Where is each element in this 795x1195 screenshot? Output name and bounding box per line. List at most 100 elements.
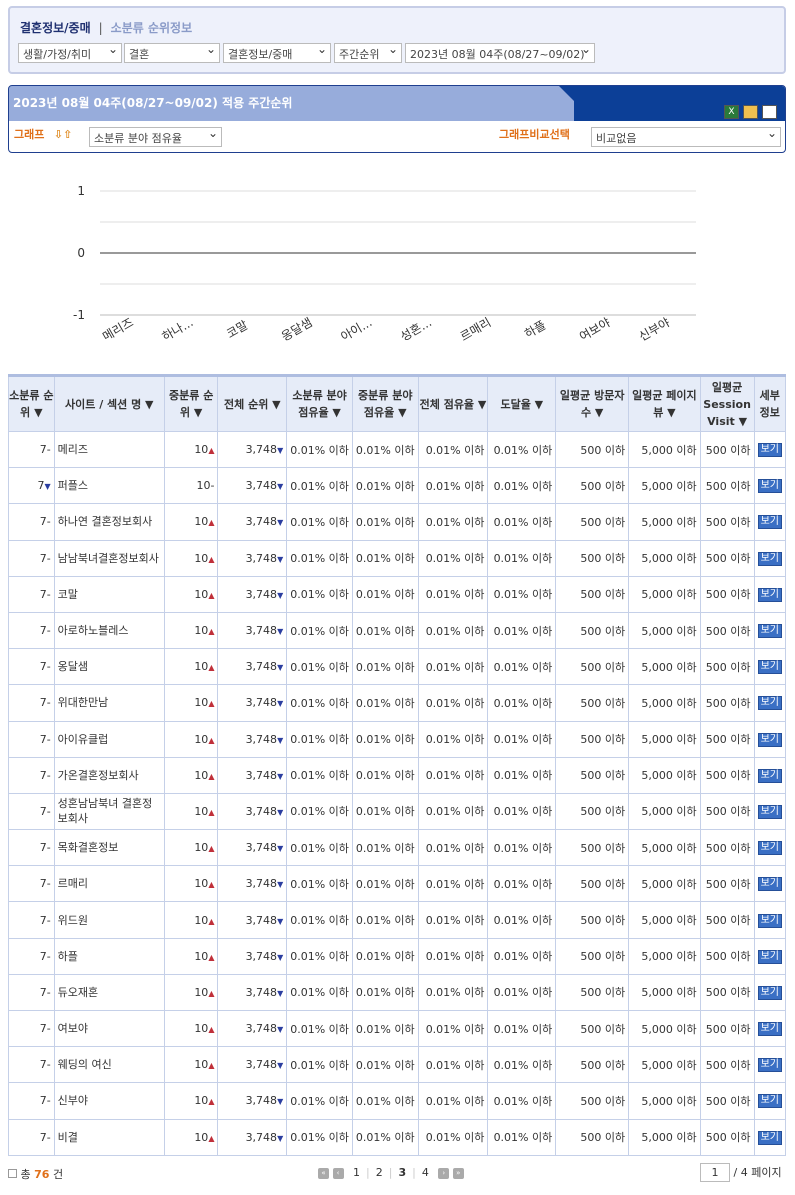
view-detail-button[interactable]: 보기	[757, 551, 782, 566]
sub-rank: 7-	[8, 1082, 55, 1120]
view-detail-button[interactable]: 보기	[757, 732, 782, 747]
column-header[interactable]: 일평균 페이지 뷰 ▼	[628, 375, 701, 432]
column-header[interactable]: 전체 점유율 ▼	[417, 375, 489, 432]
view-detail-button[interactable]: 보기	[757, 1094, 782, 1109]
view-detail-button[interactable]: 보기	[757, 624, 782, 639]
column-header[interactable]: 사이트 / 섹션 명 ▼	[53, 375, 165, 432]
site-name[interactable]: 목화결혼정보	[53, 829, 165, 867]
site-name[interactable]: 하플	[53, 937, 165, 975]
page-input[interactable]: 1	[700, 1163, 730, 1182]
site-name[interactable]: 비결	[53, 1118, 165, 1156]
site-name[interactable]: 코말	[53, 575, 165, 613]
view-detail-button[interactable]: 보기	[757, 841, 782, 856]
view-detail-button[interactable]: 보기	[757, 913, 782, 928]
view-detail-button[interactable]: 보기	[757, 1022, 782, 1037]
site-name[interactable]: 옹달샘	[53, 648, 165, 686]
sub-rank: 7-	[8, 720, 55, 758]
visitors: 500 이하	[555, 720, 630, 758]
line-chart: 1 0 -1 메리즈 하나... 코말 옹달샘 아이... 성혼... 르매리 하플 여보야 신부야	[73, 184, 696, 344]
mid-rank: 10▲	[163, 648, 219, 686]
column-header[interactable]: 소분류 순위 ▼	[8, 375, 55, 432]
total-share: 0.01% 이하	[417, 865, 489, 903]
subcategory-select[interactable]: 결혼	[124, 43, 220, 63]
copy-icon[interactable]	[743, 105, 758, 119]
site-name[interactable]: 아이유클럽	[53, 720, 165, 758]
page-link[interactable]: 2	[375, 1166, 383, 1179]
first-page-icon[interactable]: «	[318, 1167, 329, 1179]
print-icon[interactable]	[762, 105, 777, 119]
view-detail-button[interactable]: 보기	[757, 768, 782, 783]
site-name[interactable]: 메리즈	[53, 430, 165, 469]
sort-arrows-icon[interactable]: ⇩⇧	[53, 128, 73, 141]
total-rank: 3,748▼	[217, 973, 288, 1012]
reach: 0.01% 이하	[487, 865, 557, 903]
sessions: 500 이하	[699, 503, 755, 541]
column-header[interactable]: 전체 순위 ▼	[217, 375, 288, 432]
view-detail-button[interactable]: 보기	[757, 877, 782, 892]
next-page-icon[interactable]: ›	[438, 1167, 450, 1179]
pageviews: 5,000 이하	[628, 792, 701, 831]
view-detail-button[interactable]: 보기	[757, 587, 782, 602]
column-header[interactable]: 일평균 Session Visit ▼	[699, 375, 755, 432]
view-detail-button[interactable]: 보기	[757, 949, 782, 964]
page-link[interactable]: 3	[398, 1166, 407, 1179]
site-name[interactable]: 웨딩의 여신	[53, 1046, 165, 1084]
view-detail-button[interactable]: 보기	[757, 696, 782, 711]
category-select[interactable]: 생활/가정/취미	[18, 43, 122, 63]
view-detail-button[interactable]: 보기	[757, 804, 782, 819]
total-share: 0.01% 이하	[417, 1046, 489, 1084]
view-detail-button[interactable]: 보기	[757, 1130, 782, 1145]
site-name[interactable]: 여보야	[53, 1009, 165, 1048]
table-row: 7- 신부야 10▲ 3,748▼ 0.01% 이하 0.01% 이하 0.01…	[8, 1082, 787, 1120]
total-share: 0.01% 이하	[417, 792, 489, 831]
column-header[interactable]: 일평균 방문자 수 ▼	[555, 375, 630, 432]
visitors: 500 이하	[555, 503, 630, 541]
compare-select[interactable]: 비교없음	[591, 127, 781, 147]
view-detail-button[interactable]: 보기	[757, 515, 782, 530]
site-name[interactable]: 위대한만남	[53, 684, 165, 722]
pageviews: 5,000 이하	[628, 539, 701, 577]
view-detail-button[interactable]: 보기	[757, 660, 782, 675]
last-page-icon[interactable]: »	[452, 1167, 464, 1179]
column-header[interactable]: 소분류 분야 점유율 ▼	[286, 375, 353, 432]
site-name[interactable]: 아로하노블레스	[53, 611, 165, 650]
total-share: 0.01% 이하	[417, 611, 489, 650]
view-detail-button[interactable]: 보기	[757, 443, 782, 458]
total-rank: 3,748▼	[217, 756, 288, 794]
pageviews: 5,000 이하	[628, 648, 701, 686]
breadcrumb-main[interactable]: 결혼정보/중매	[20, 21, 91, 35]
prev-page-icon[interactable]: ‹	[332, 1167, 344, 1179]
mid-share: 0.01% 이하	[351, 1046, 419, 1084]
site-name[interactable]: 신부야	[53, 1082, 165, 1120]
section-select[interactable]: 결혼정보/중매	[223, 43, 331, 63]
column-header[interactable]: 도달율 ▼	[487, 375, 557, 432]
visitors: 500 이하	[555, 539, 630, 577]
site-name[interactable]: 성혼남남북녀 결혼정보회사	[53, 792, 165, 831]
page-link[interactable]: 4	[421, 1166, 429, 1179]
page-link[interactable]: 1	[353, 1166, 360, 1179]
excel-icon[interactable]: X	[724, 105, 739, 119]
site-name[interactable]: 가온결혼정보회사	[53, 756, 165, 794]
view-detail-button[interactable]: 보기	[757, 1058, 782, 1073]
column-header[interactable]: 중분류 분야 점유율 ▼	[351, 375, 419, 432]
site-name[interactable]: 하나연 결혼정보회사	[53, 503, 165, 541]
sub-rank: 7-	[8, 973, 55, 1012]
mid-rank: 10▲	[163, 937, 219, 975]
site-name[interactable]: 퍼플스	[53, 467, 165, 505]
column-header[interactable]: 중분류 순위 ▼	[163, 375, 219, 432]
graph-select[interactable]: 소분류 분야 점유율	[89, 127, 222, 147]
mid-rank: 10▲	[163, 684, 219, 722]
total-share: 0.01% 이하	[417, 648, 489, 686]
table-row: 7▼ 퍼플스 10- 3,748▼ 0.01% 이하 0.01% 이하 0.01…	[8, 467, 787, 505]
mid-rank: 10▲	[163, 901, 219, 939]
site-name[interactable]: 르매리	[53, 865, 165, 903]
site-name[interactable]: 위드원	[53, 901, 165, 939]
sub-rank: 7-	[8, 865, 55, 903]
week-select[interactable]: 2023년 08월 04주(08/27~09/02)	[405, 43, 595, 63]
view-detail-button[interactable]: 보기	[757, 985, 782, 1000]
site-name[interactable]: 남남북녀결혼정보회사	[53, 539, 165, 577]
breadcrumb-sub[interactable]: 소분류 순위정보	[110, 21, 193, 35]
site-name[interactable]: 듀오재혼	[53, 973, 165, 1012]
view-detail-button[interactable]: 보기	[757, 479, 782, 494]
period-type-select[interactable]: 주간순위	[334, 43, 402, 63]
